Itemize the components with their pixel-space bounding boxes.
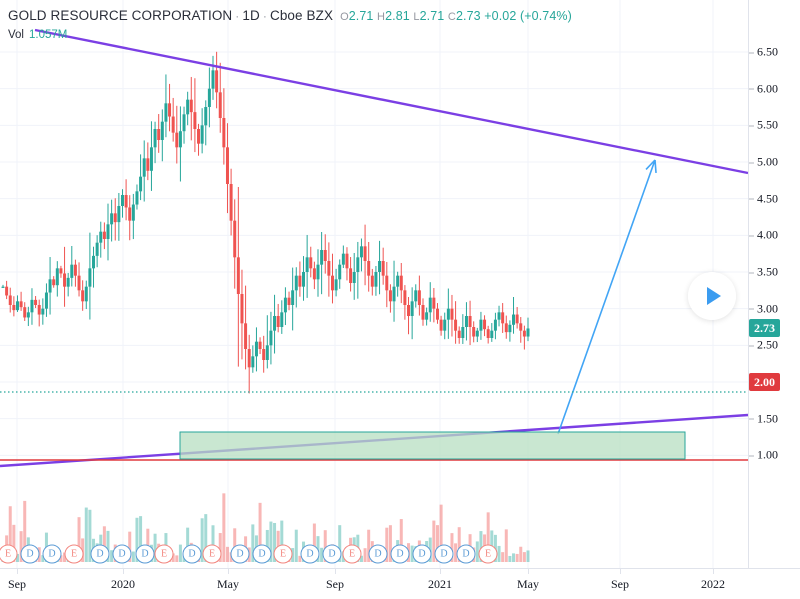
symbol-name[interactable]: GOLD RESOURCE CORPORATION xyxy=(8,8,233,23)
dividend-marker[interactable]: D xyxy=(456,544,476,564)
price-tag-current[interactable]: 2.73 xyxy=(749,319,780,338)
dividend-marker[interactable]: D xyxy=(135,544,155,564)
tick-dash xyxy=(749,88,754,90)
ohlc-low-key: L xyxy=(413,11,420,23)
tick-dash xyxy=(749,125,754,127)
dividend-marker[interactable]: D xyxy=(90,544,110,564)
interval-label[interactable]: 1D xyxy=(242,8,260,23)
play-button[interactable] xyxy=(688,272,736,320)
tick-dash xyxy=(749,418,754,420)
time-tick-May: May xyxy=(517,577,539,591)
price-tick-1.00: 1.00 xyxy=(749,448,778,463)
volume-legend: Vol 1.057M xyxy=(8,28,572,43)
tick-dash xyxy=(749,162,754,163)
volume-label: Vol xyxy=(8,29,24,41)
price-change-percent: (+0.74%) xyxy=(520,9,572,23)
ohlc-low-value: 2.71 xyxy=(419,9,445,23)
time-tick-2020: 2020 xyxy=(111,577,135,591)
price-tick-5.50: 5.50 xyxy=(749,118,778,133)
dividend-marker[interactable]: D xyxy=(300,544,320,564)
time-tick-Sep: Sep xyxy=(8,577,26,591)
earnings-marker[interactable]: E xyxy=(342,544,362,564)
price-change: +0.02 xyxy=(484,9,517,23)
ohlc-open-key: O xyxy=(340,11,349,23)
legend-symbol-row: GOLD RESOURCE CORPORATION · 1D · Cboe BZX O2.… xyxy=(8,7,572,26)
price-pane[interactable] xyxy=(0,0,749,568)
price-tick-6.50: 6.50 xyxy=(749,45,778,60)
legend-separator-2: · xyxy=(262,9,267,23)
price-tick-5.00: 5.00 xyxy=(749,155,778,170)
legend-separator-1: · xyxy=(235,9,240,23)
ohlc-values: O2.71 H2.81 L2.71 C2.73 +0.02 (+0.74%) xyxy=(340,9,572,23)
tick-dash xyxy=(749,308,754,310)
ohlc-close-value: 2.73 xyxy=(455,9,481,23)
price-axis[interactable]: 6.50 6.00 5.50 5.00 4.50 4.00 3.50 3.00 2.50 2.00… xyxy=(748,0,800,568)
time-tick-mark xyxy=(440,569,441,574)
earnings-marker[interactable]: E xyxy=(478,544,498,564)
time-tick-mark xyxy=(123,569,124,574)
tick-dash xyxy=(749,272,754,273)
volume-value: 1.057M xyxy=(29,29,68,41)
earnings-marker[interactable]: E xyxy=(64,544,84,564)
time-tick-mark xyxy=(713,569,714,574)
dividend-marker[interactable]: D xyxy=(322,544,342,564)
ohlc-open-value: 2.71 xyxy=(348,9,374,23)
price-tick-6.00: 6.00 xyxy=(749,81,778,96)
price-tick-2.50: 2.50 xyxy=(749,338,778,353)
dividend-marker[interactable]: D xyxy=(252,544,272,564)
chart-legend: GOLD RESOURCE CORPORATION · 1D · Cboe BZX O2.… xyxy=(8,7,572,43)
price-tick-1.50: 1.50 xyxy=(749,411,778,426)
exchange-label[interactable]: Cboe BZX xyxy=(269,8,334,23)
tick-dash xyxy=(749,345,754,347)
time-axis[interactable]: Sep 2020 May Sep 2021 May Sep 2022 xyxy=(0,568,800,599)
earnings-marker[interactable]: E xyxy=(273,544,293,564)
price-tick-4.00: 4.00 xyxy=(749,228,778,243)
time-tick-mark xyxy=(620,569,621,574)
tick-dash xyxy=(749,455,754,457)
price-tick-4.50: 4.50 xyxy=(749,191,778,206)
dividend-marker[interactable]: D xyxy=(182,544,202,564)
time-tick-mark xyxy=(228,569,229,574)
ohlc-close-key: C xyxy=(447,11,456,23)
time-tick-mark xyxy=(528,569,529,574)
earnings-marker[interactable]: E xyxy=(202,544,222,564)
price-tick-3.00: 3.00 xyxy=(749,301,778,316)
price-tag-alert[interactable]: 2.00 xyxy=(749,373,780,391)
ohlc-high-key: H xyxy=(377,11,386,23)
dividend-marker[interactable]: D xyxy=(20,544,40,564)
dividend-marker[interactable]: D xyxy=(230,544,250,564)
time-tick-2021: 2021 xyxy=(428,577,452,591)
earnings-marker[interactable]: E xyxy=(0,544,18,564)
time-tick-May: May xyxy=(217,577,239,591)
dividend-marker[interactable]: D xyxy=(434,544,454,564)
dividend-marker[interactable]: D xyxy=(42,544,62,564)
dividend-marker[interactable]: D xyxy=(112,544,132,564)
time-tick-2022: 2022 xyxy=(701,577,725,591)
ohlc-high-value: 2.81 xyxy=(385,9,410,23)
time-tick-mark xyxy=(335,569,336,574)
dividend-marker[interactable]: D xyxy=(412,544,432,564)
time-tick-Sep: Sep xyxy=(611,577,629,591)
tick-dash xyxy=(749,52,754,53)
earnings-marker[interactable]: E xyxy=(154,544,174,564)
dividend-marker[interactable]: D xyxy=(390,544,410,564)
tick-dash xyxy=(749,198,754,200)
play-icon xyxy=(707,287,721,305)
tick-dash xyxy=(749,235,754,237)
time-tick-Sep: Sep xyxy=(326,577,344,591)
time-tick-mark xyxy=(17,569,18,574)
dividend-marker[interactable]: D xyxy=(368,544,388,564)
price-tick-3.50: 3.50 xyxy=(749,265,778,280)
